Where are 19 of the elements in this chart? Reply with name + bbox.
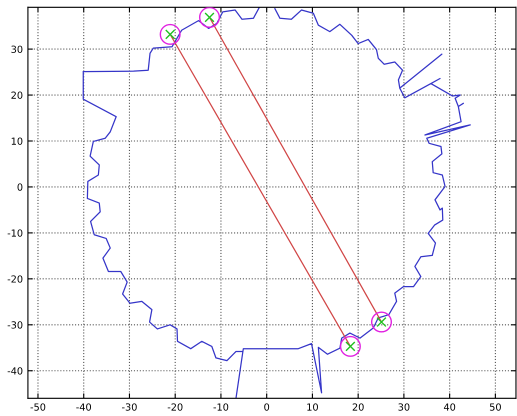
x-tick-label: 50 [490,403,501,411]
x-tick-label: 20 [352,403,364,411]
x-tick-label: 10 [307,403,318,411]
x-tick-label: -20 [168,403,182,411]
x-tick-label: -10 [213,403,228,411]
x-tick-label: 30 [398,403,410,411]
y-tick-label: 30 [11,46,22,53]
y-tick-label: 0 [18,183,22,191]
y-tick-label: -10 [8,229,22,237]
y-tick-label: -40 [8,367,22,375]
y-tick-label: 10 [12,137,22,145]
x-tick-label: -30 [122,403,137,411]
y-tick-label: 20 [11,92,22,99]
x-tick-label: 40 [444,403,456,411]
y-tick-label: -20 [8,275,22,283]
y-tick-label: -30 [8,321,22,329]
x-tick-label: -50 [30,403,46,411]
x-tick-label: -40 [76,403,92,411]
x-tick-label: 0 [264,403,270,411]
